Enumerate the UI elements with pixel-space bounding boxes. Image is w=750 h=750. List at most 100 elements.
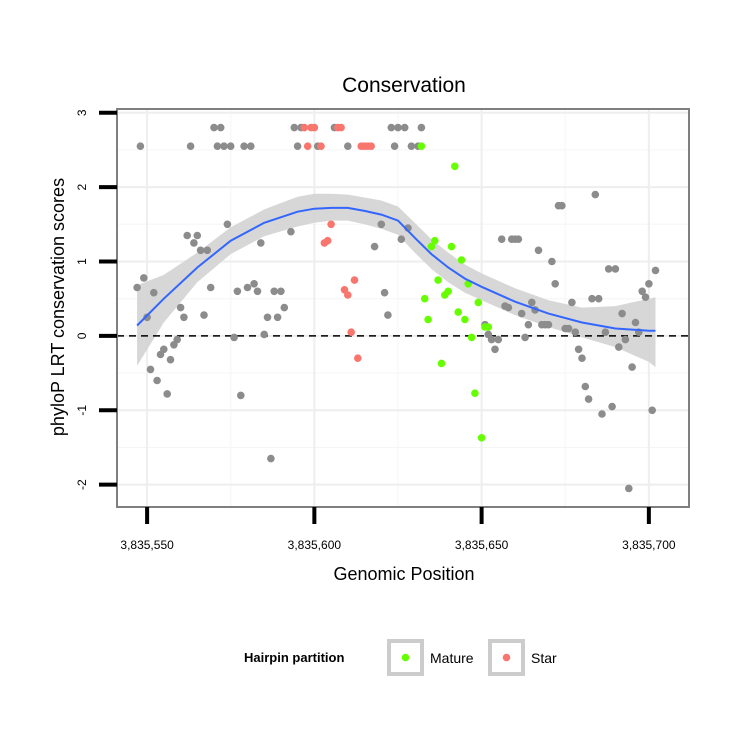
data-point-other (387, 123, 396, 132)
data-point-other (176, 303, 185, 312)
data-point-other (524, 320, 533, 329)
data-point-mature (474, 298, 483, 307)
data-point-other (584, 395, 593, 403)
data-point-other (407, 142, 416, 150)
data-point-other (574, 345, 583, 354)
y-tick-label: 1 (75, 258, 89, 265)
data-point-mature (467, 333, 476, 342)
y-tick-label: 2 (75, 183, 89, 190)
data-point-star (317, 142, 325, 150)
data-point-other (648, 406, 656, 415)
data-point-other (250, 280, 258, 288)
data-point-other (150, 288, 158, 297)
panel-border (116, 108, 690, 508)
legend-title: Hairpin partition (244, 650, 344, 665)
data-point-other (293, 142, 302, 150)
data-point-other (621, 335, 630, 344)
data-point-other (270, 287, 279, 296)
data-point-other (397, 235, 406, 243)
data-point-other (394, 123, 402, 132)
chart-title: Conservation (342, 74, 466, 97)
data-point-other (203, 246, 212, 255)
legend-label-star: Star (531, 650, 557, 666)
data-point-other (608, 402, 616, 411)
data-point-other (504, 303, 513, 312)
data-point-other (230, 333, 238, 342)
data-point-other (370, 242, 379, 251)
data-point-other (160, 345, 168, 354)
data-point-other (494, 335, 503, 344)
data-point-other (344, 142, 352, 150)
data-point-other (240, 142, 248, 150)
data-point-mature (427, 242, 436, 251)
data-point-mature (454, 308, 463, 316)
data-point-other (601, 328, 610, 337)
data-point-mature (447, 242, 456, 251)
data-point-star (323, 236, 332, 245)
data-point-other (417, 123, 426, 132)
data-point-mature (424, 315, 432, 324)
data-point-other (611, 265, 620, 273)
data-point-other (213, 142, 222, 150)
data-point-other (220, 142, 228, 150)
data-point-other (528, 298, 536, 307)
data-point-other (625, 484, 633, 493)
data-point-other (226, 142, 235, 150)
series-star (300, 123, 376, 363)
series-mature (417, 142, 493, 442)
x-axis-label: Genomic Position (333, 564, 474, 584)
data-point-other (615, 343, 623, 351)
data-point-other (263, 313, 272, 322)
legend-dot-mature (401, 653, 410, 662)
data-point-mature (484, 323, 493, 331)
data-point-other (591, 190, 600, 199)
x-tick-label: 3,835,700 (622, 538, 676, 552)
plot-marks (117, 123, 689, 493)
data-point-other (243, 283, 252, 292)
data-point-other (280, 303, 289, 312)
x-tick-label: 3,835,600 (288, 538, 342, 552)
data-point-other (267, 454, 275, 463)
data-point-other (400, 123, 409, 132)
data-point-other (651, 266, 660, 275)
data-point-other (631, 318, 640, 327)
axes: 3,835,550 3,835,600 3,835,650 3,835,700 -2 -1… (75, 108, 690, 552)
data-point-mature (434, 276, 442, 284)
series-other (133, 123, 660, 493)
data-point-other (604, 265, 613, 273)
y-tick-label: 0 (75, 332, 89, 339)
data-point-mature (431, 236, 439, 245)
data-point-star (337, 123, 345, 132)
smooth-confidence-band (137, 193, 656, 368)
y-tick-label: -2 (75, 479, 89, 490)
data-point-other (153, 376, 161, 385)
data-point-mature (457, 256, 466, 264)
x-tick-label: 3,835,550 (120, 538, 174, 552)
data-point-other (196, 246, 205, 255)
data-point-other (253, 287, 262, 296)
data-point-star (303, 142, 312, 150)
data-point-other (233, 287, 242, 296)
data-point-mature (451, 162, 459, 171)
data-point-other (136, 142, 145, 150)
data-point-other (568, 298, 576, 307)
data-point-other (143, 313, 151, 322)
data-point-other (558, 201, 566, 210)
data-point-other (163, 390, 171, 398)
data-point-other (487, 335, 496, 344)
data-point-other (237, 391, 245, 400)
data-point-other (277, 287, 285, 296)
data-point-other (247, 142, 255, 150)
data-point-star (347, 328, 356, 337)
data-point-other (588, 294, 596, 303)
legend: Hairpin partition Mature Star (244, 639, 557, 676)
data-point-other (598, 410, 606, 418)
y-tick-label: 3 (75, 109, 89, 116)
data-point-other (180, 313, 188, 322)
data-point-other (166, 355, 175, 364)
data-point-other (514, 235, 523, 243)
data-point-mature (420, 294, 429, 303)
data-point-other (140, 274, 148, 282)
data-point-other (571, 328, 580, 337)
